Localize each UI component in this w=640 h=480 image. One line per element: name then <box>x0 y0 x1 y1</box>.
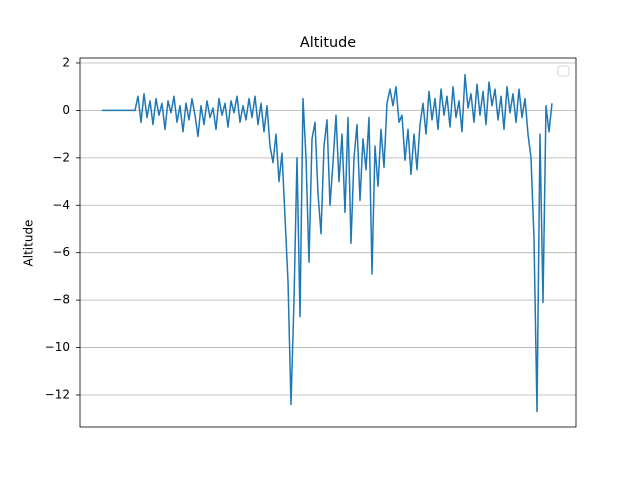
y-tick-label: 2 <box>62 55 70 69</box>
y-tick-label: −12 <box>45 387 70 401</box>
y-axis-label: Altitude <box>22 220 36 267</box>
y-tick-label: −4 <box>52 198 70 212</box>
y-tick-label: −10 <box>45 340 70 354</box>
plot-frame <box>79 57 577 428</box>
chart-title: Altitude <box>300 35 356 51</box>
y-tick-label: −6 <box>52 245 70 259</box>
data-line <box>102 74 553 413</box>
y-tick-label: −8 <box>52 293 70 307</box>
y-tick-label: 0 <box>62 103 70 117</box>
y-tick-label: −2 <box>52 150 70 164</box>
legend-box <box>557 65 570 77</box>
